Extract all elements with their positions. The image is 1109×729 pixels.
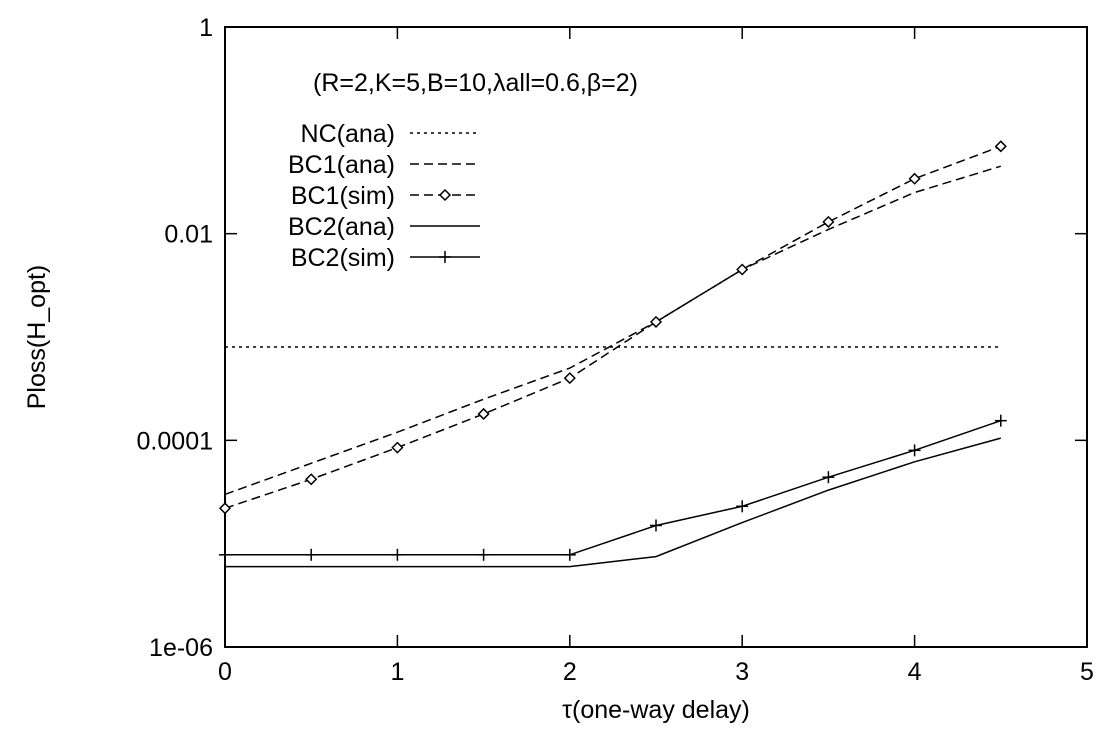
data-point	[736, 263, 749, 276]
x-tick-label: 1	[390, 658, 404, 686]
data-point	[649, 315, 663, 328]
data-point	[219, 548, 231, 561]
data-point	[994, 414, 1007, 427]
x-tick-label: 4	[908, 658, 922, 686]
y-tick-label: 0.0001	[137, 427, 213, 455]
x-tick-label: 2	[563, 658, 577, 686]
data-point	[391, 441, 404, 454]
legend-marker	[439, 251, 451, 263]
data-point	[908, 444, 921, 457]
series-line-3	[225, 437, 1001, 568]
chart-annotation: (R=2,K=5,B=10,λall=0.6,β=2)	[313, 69, 638, 97]
x-tick-label: 5	[1080, 658, 1094, 686]
axis-ticks	[225, 27, 1087, 647]
data-point	[391, 548, 404, 561]
data-point	[477, 407, 490, 421]
data-point	[218, 502, 232, 515]
data-point	[305, 548, 318, 561]
data-point	[563, 372, 576, 385]
legend-marker	[438, 188, 452, 202]
legend-label: BC1(ana)	[288, 151, 395, 179]
legend-label: BC1(sim)	[291, 182, 395, 210]
series-line-2	[224, 145, 1002, 510]
data-point	[822, 471, 835, 484]
y-tick-label: 1e-06	[149, 634, 213, 662]
legend: NC(ana) BC1(ana) BC1(sim) BC2(ana) BC2(sim)	[288, 120, 480, 272]
data-point	[736, 500, 749, 513]
series-lines	[224, 145, 1002, 568]
y-tick-label: 1	[199, 14, 213, 42]
data-point	[822, 215, 835, 228]
series-markers	[218, 140, 1007, 561]
legend-label: BC2(ana)	[288, 213, 395, 241]
x-tick-label: 3	[735, 658, 749, 686]
series-line-1	[224, 165, 1002, 496]
series-line-4	[225, 419, 1002, 556]
x-tick-label: 0	[218, 658, 232, 686]
x-axis-label: τ(one-way delay)	[562, 696, 750, 724]
legend-label: NC(ana)	[301, 120, 395, 148]
plot-frame	[224, 26, 1088, 648]
data-point	[563, 548, 576, 561]
data-point	[305, 473, 318, 486]
y-axis-label: Ploss(H_opt)	[23, 265, 51, 410]
data-point	[477, 548, 490, 561]
data-point	[908, 172, 921, 185]
y-tick-label: 0.01	[164, 221, 213, 249]
legend-label: BC2(sim)	[291, 244, 395, 272]
data-point	[650, 519, 662, 532]
data-point	[994, 140, 1007, 153]
axis-tick-labels: 0 1 2 3 4 5 1e-06 0.0001 0.01 1	[137, 14, 1094, 686]
